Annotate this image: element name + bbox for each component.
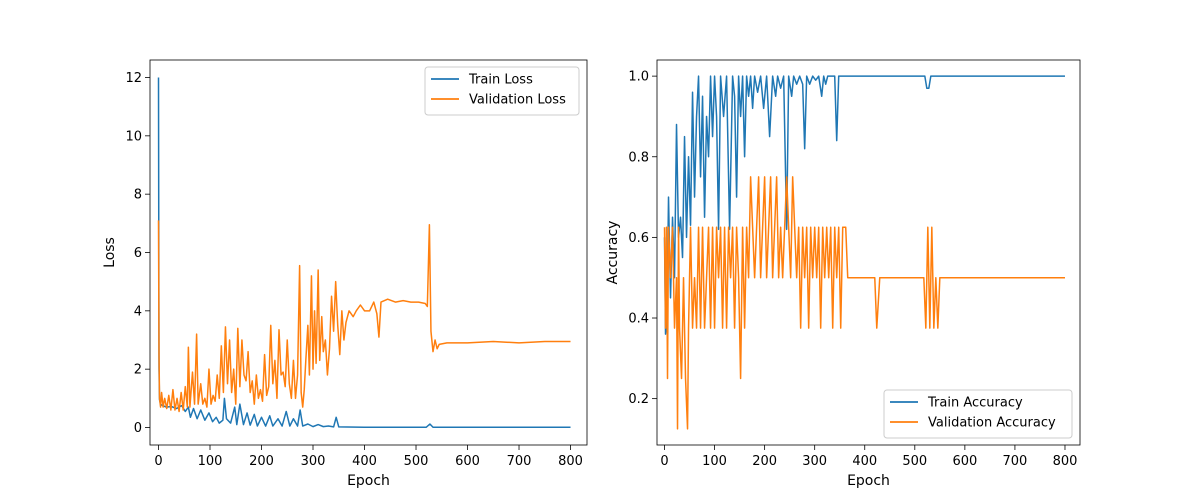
y-tick-label: 4 xyxy=(134,304,142,319)
x-tick-label: 800 xyxy=(558,454,583,469)
x-tick-label: 500 xyxy=(404,454,429,469)
legend-entry: Validation Loss xyxy=(469,93,566,108)
x-tick-label: 400 xyxy=(352,454,377,469)
x-tick-label: 800 xyxy=(1053,454,1078,469)
x-tick-label: 300 xyxy=(301,454,326,469)
accuracy-chart: 0 100 200 300 400 500 600 700 800 0.2 0.4 0.6 0.8 1.0… xyxy=(605,59,1081,489)
x-tick-label: 600 xyxy=(455,454,480,469)
x-tick-label: 500 xyxy=(902,454,927,469)
y-axis-label: Accuracy xyxy=(605,221,621,285)
x-axis-label: Epoch xyxy=(847,473,890,489)
legend: Train Loss Validation Loss xyxy=(424,66,580,116)
series-line-train-accuracy xyxy=(663,75,1065,335)
y-tick-label: 0.2 xyxy=(628,392,649,407)
x-tick-label: 700 xyxy=(1003,454,1028,469)
axes-frame xyxy=(656,59,1081,446)
y-tick-label: 0.8 xyxy=(628,150,649,165)
y-tick-label: 8 xyxy=(134,188,142,203)
y-tick-label: 0.6 xyxy=(628,231,649,246)
x-tick-label: 100 xyxy=(198,454,223,469)
x-tick-label: 100 xyxy=(702,454,727,469)
x-tick-label: 200 xyxy=(752,454,777,469)
x-tick-label: 600 xyxy=(952,454,977,469)
x-tick-label: 200 xyxy=(249,454,274,469)
x-tick-label: 0 xyxy=(660,454,668,469)
series-line-validation-loss xyxy=(157,220,571,413)
legend: Train Accuracy Validation Accuracy xyxy=(883,389,1073,439)
legend-box xyxy=(424,66,580,116)
legend-entry: Train Loss xyxy=(468,73,533,88)
y-tick-label: 6 xyxy=(134,246,142,261)
x-tick-label: 300 xyxy=(802,454,827,469)
x-tick-label: 400 xyxy=(852,454,877,469)
series-line-validation-accuracy xyxy=(663,176,1065,430)
y-tick-label: 10 xyxy=(125,129,142,144)
series-line-train-loss xyxy=(157,77,571,428)
y-tick-label: 0.4 xyxy=(628,312,649,327)
y-axis-label: Loss xyxy=(102,237,118,268)
x-tick-label: 0 xyxy=(154,454,162,469)
y-tick-label: 12 xyxy=(125,71,142,86)
loss-chart: 0 100 200 300 400 500 600 700 800 0 2 4 6 8 10 12 Epoch L… xyxy=(102,59,588,489)
y-tick-label: 1.0 xyxy=(628,70,649,85)
x-tick-label: 700 xyxy=(507,454,532,469)
legend-entry: Train Accuracy xyxy=(927,396,1023,411)
y-tick-label: 2 xyxy=(134,363,142,378)
legend-box xyxy=(883,389,1073,439)
x-axis-label: Epoch xyxy=(347,473,390,489)
legend-entry: Validation Accuracy xyxy=(928,416,1056,431)
y-tick-label: 0 xyxy=(134,421,142,436)
